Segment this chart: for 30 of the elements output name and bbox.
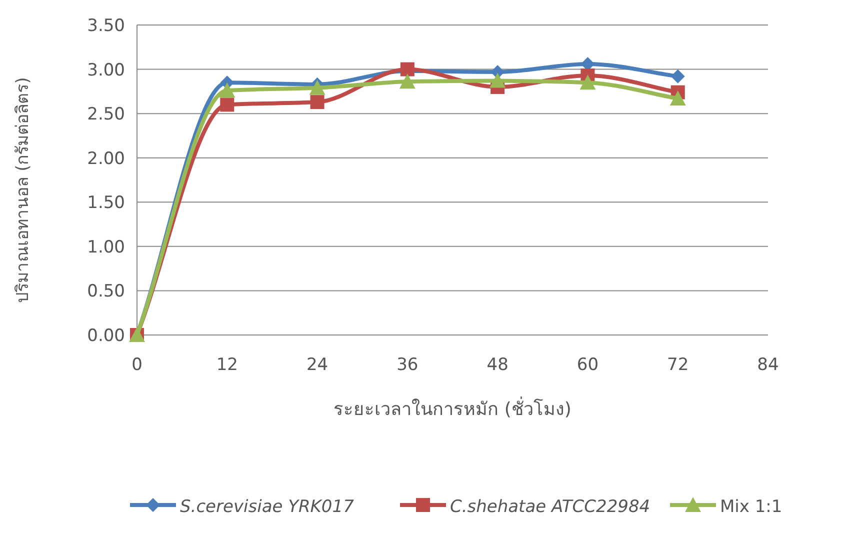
point: [490, 72, 506, 88]
y-tick-label: 1.00: [87, 237, 125, 258]
y-axis-title: ปริมาณเอทานอล (กรัมต่อลิตร): [13, 77, 33, 303]
x-tick-label: 12: [216, 355, 238, 375]
y-tick-label: 0.50: [87, 282, 125, 302]
x-tick-label: 48: [486, 355, 508, 375]
x-axis-title: ระยะเวลาในการหมัก (ชั่วโมง): [334, 396, 572, 420]
point: [580, 74, 596, 90]
legend-label: C.shehatae ATCC22984: [450, 497, 650, 517]
y-tick-label: 3.50: [87, 16, 125, 36]
x-tick-label: 72: [667, 355, 689, 375]
point: [670, 90, 686, 106]
x-tick-label: 0: [132, 355, 142, 375]
point: [309, 80, 326, 95]
legend-label: S.cerevisiae YRK017: [180, 497, 354, 517]
legend-label: Mix 1:1: [720, 497, 782, 517]
point: [219, 82, 236, 98]
y-tick-label: 3.00: [87, 60, 125, 80]
y-tick-label: 2.00: [87, 148, 125, 169]
x-tick-label: 36: [396, 355, 418, 375]
y-tick-label: 0.00: [87, 326, 125, 346]
point: [220, 98, 234, 112]
y-tick-label: 2.50: [87, 104, 125, 125]
point: [399, 74, 416, 89]
x-tick-label: 84: [757, 355, 779, 375]
point: [310, 95, 324, 110]
point: [670, 69, 685, 84]
y-tick-label: 1.50: [87, 193, 125, 214]
x-tick-label: 24: [306, 355, 328, 375]
x-tick-label: 60: [576, 355, 599, 375]
